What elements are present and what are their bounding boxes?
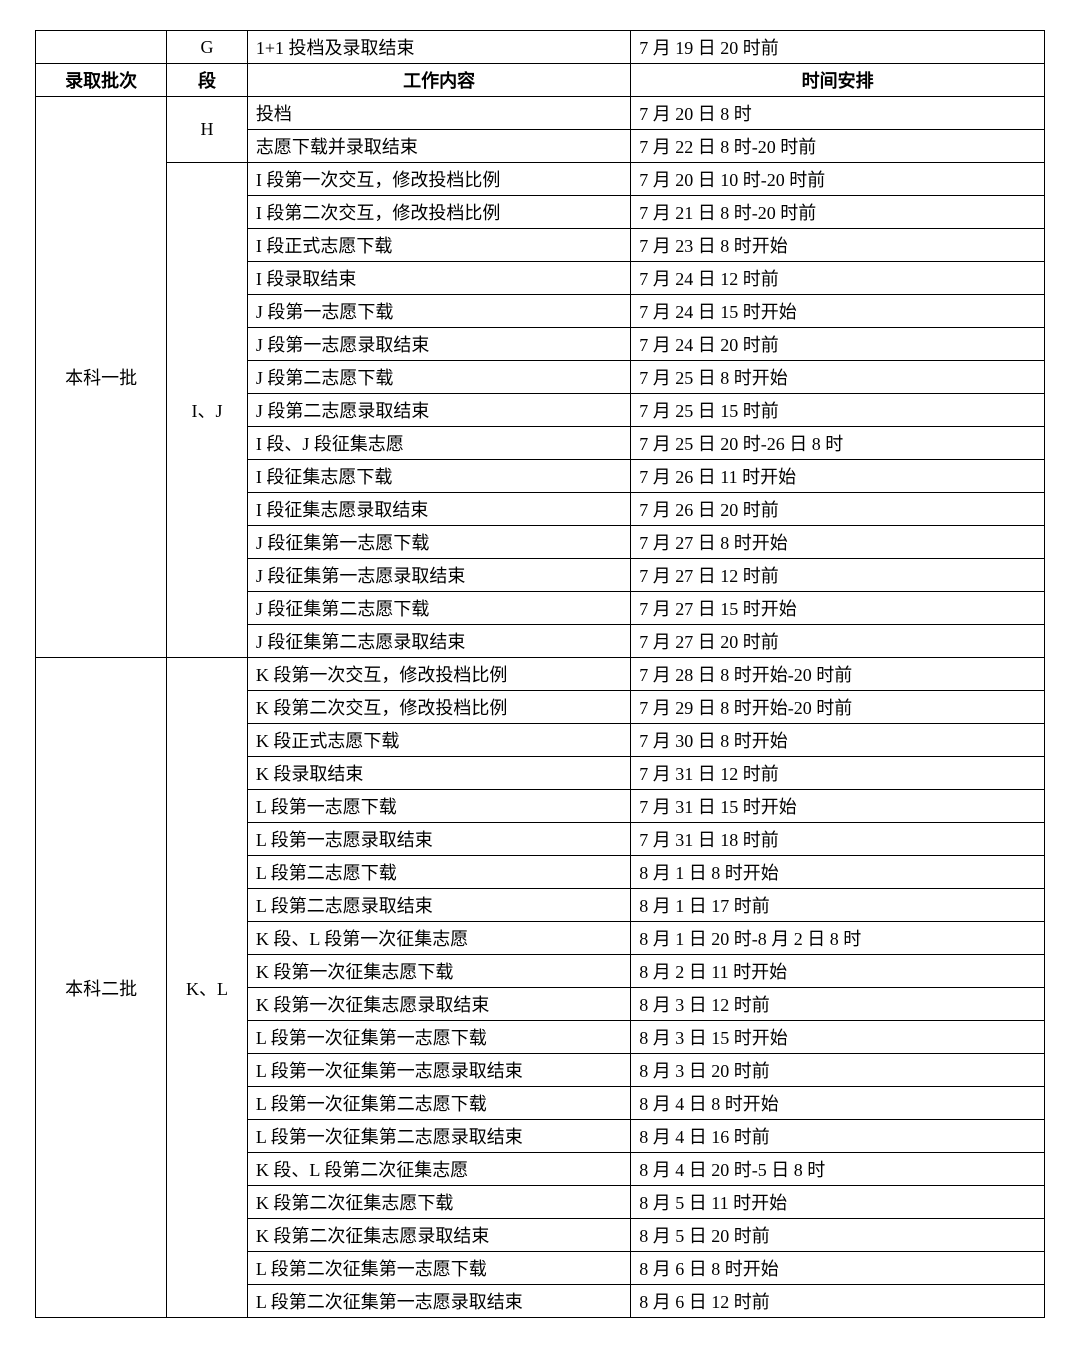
table-row: I、JI 段第一次交互，修改投档比例7 月 20 日 10 时-20 时前 [36, 163, 1045, 196]
work-cell: L 段第二次征集第一志愿录取结束 [247, 1285, 630, 1318]
table-row: G1+1 投档及录取结束7 月 19 日 20 时前 [36, 31, 1045, 64]
schedule-cell: 8 月 5 日 11 时开始 [631, 1186, 1045, 1219]
table-row: 本科二批K、LK 段第一次交互，修改投档比例7 月 28 日 8 时开始-20 … [36, 658, 1045, 691]
work-cell: J 段征集第二志愿下载 [247, 592, 630, 625]
schedule-cell: 7 月 31 日 18 时前 [631, 823, 1045, 856]
schedule-cell: 7 月 19 日 20 时前 [631, 31, 1045, 64]
work-cell: K 段、L 段第二次征集志愿 [247, 1153, 630, 1186]
work-cell: J 段征集第一志愿下载 [247, 526, 630, 559]
work-cell: J 段第一志愿录取结束 [247, 328, 630, 361]
header-schedule: 时间安排 [631, 64, 1045, 97]
schedule-cell: 7 月 24 日 20 时前 [631, 328, 1045, 361]
work-cell: K 段第二次交互，修改投档比例 [247, 691, 630, 724]
schedule-cell: 7 月 30 日 8 时开始 [631, 724, 1045, 757]
work-cell: I 段录取结束 [247, 262, 630, 295]
work-cell: J 段第二志愿下载 [247, 361, 630, 394]
schedule-cell: 8 月 4 日 8 时开始 [631, 1087, 1045, 1120]
schedule-cell: 7 月 27 日 20 时前 [631, 625, 1045, 658]
schedule-cell: 8 月 1 日 20 时-8 月 2 日 8 时 [631, 922, 1045, 955]
schedule-cell: 7 月 27 日 8 时开始 [631, 526, 1045, 559]
schedule-cell: 8 月 6 日 12 时前 [631, 1285, 1045, 1318]
schedule-cell: 7 月 20 日 8 时 [631, 97, 1045, 130]
schedule-cell: 8 月 2 日 11 时开始 [631, 955, 1045, 988]
work-cell: I 段第二次交互，修改投档比例 [247, 196, 630, 229]
schedule-cell: 8 月 1 日 17 时前 [631, 889, 1045, 922]
schedule-cell: 7 月 29 日 8 时开始-20 时前 [631, 691, 1045, 724]
table-row: 本科一批H投档7 月 20 日 8 时 [36, 97, 1045, 130]
work-cell: I 段、J 段征集志愿 [247, 427, 630, 460]
work-cell: K 段第一次征集志愿下载 [247, 955, 630, 988]
schedule-cell: 7 月 25 日 15 时前 [631, 394, 1045, 427]
header-work: 工作内容 [247, 64, 630, 97]
segment-cell: K、L [167, 658, 248, 1318]
work-cell: L 段第一志愿下载 [247, 790, 630, 823]
work-cell: L 段第一次征集第一志愿下载 [247, 1021, 630, 1054]
schedule-table: G1+1 投档及录取结束7 月 19 日 20 时前录取批次段工作内容时间安排本… [35, 30, 1045, 1318]
schedule-cell: 8 月 6 日 8 时开始 [631, 1252, 1045, 1285]
schedule-cell: 7 月 27 日 15 时开始 [631, 592, 1045, 625]
schedule-cell: 7 月 24 日 12 时前 [631, 262, 1045, 295]
work-cell: J 段征集第二志愿录取结束 [247, 625, 630, 658]
work-cell: I 段正式志愿下载 [247, 229, 630, 262]
header-batch: 录取批次 [36, 64, 167, 97]
work-cell: J 段第二志愿录取结束 [247, 394, 630, 427]
segment-cell: G [167, 31, 248, 64]
schedule-cell: 8 月 3 日 12 时前 [631, 988, 1045, 1021]
schedule-cell: 8 月 5 日 20 时前 [631, 1219, 1045, 1252]
schedule-cell: 8 月 4 日 16 时前 [631, 1120, 1045, 1153]
schedule-cell: 8 月 4 日 20 时-5 日 8 时 [631, 1153, 1045, 1186]
work-cell: K 段第二次征集志愿下载 [247, 1186, 630, 1219]
schedule-cell: 7 月 28 日 8 时开始-20 时前 [631, 658, 1045, 691]
work-cell: 志愿下载并录取结束 [247, 130, 630, 163]
schedule-cell: 7 月 25 日 8 时开始 [631, 361, 1045, 394]
schedule-cell: 7 月 24 日 15 时开始 [631, 295, 1045, 328]
schedule-cell: 7 月 20 日 10 时-20 时前 [631, 163, 1045, 196]
work-cell: K 段第二次征集志愿录取结束 [247, 1219, 630, 1252]
batch-cell [36, 31, 167, 64]
work-cell: J 段第一志愿下载 [247, 295, 630, 328]
work-cell: L 段第二志愿下载 [247, 856, 630, 889]
work-cell: K 段第一次征集志愿录取结束 [247, 988, 630, 1021]
batch-cell: 本科一批 [36, 97, 167, 658]
header-segment: 段 [167, 64, 248, 97]
work-cell: L 段第一次征集第二志愿下载 [247, 1087, 630, 1120]
work-cell: L 段第一次征集第一志愿录取结束 [247, 1054, 630, 1087]
batch-cell: 本科二批 [36, 658, 167, 1318]
work-cell: K 段录取结束 [247, 757, 630, 790]
segment-cell: H [167, 97, 248, 163]
work-cell: L 段第二次征集第一志愿下载 [247, 1252, 630, 1285]
work-cell: I 段征集志愿录取结束 [247, 493, 630, 526]
work-cell: L 段第一次征集第二志愿录取结束 [247, 1120, 630, 1153]
work-cell: L 段第二志愿录取结束 [247, 889, 630, 922]
work-cell: J 段征集第一志愿录取结束 [247, 559, 630, 592]
work-cell: I 段征集志愿下载 [247, 460, 630, 493]
schedule-cell: 7 月 27 日 12 时前 [631, 559, 1045, 592]
segment-cell: I、J [167, 163, 248, 658]
schedule-cell: 7 月 31 日 12 时前 [631, 757, 1045, 790]
schedule-cell: 7 月 26 日 20 时前 [631, 493, 1045, 526]
work-cell: 1+1 投档及录取结束 [247, 31, 630, 64]
work-cell: K 段、L 段第一次征集志愿 [247, 922, 630, 955]
schedule-cell: 7 月 21 日 8 时-20 时前 [631, 196, 1045, 229]
schedule-cell: 7 月 26 日 11 时开始 [631, 460, 1045, 493]
schedule-cell: 7 月 23 日 8 时开始 [631, 229, 1045, 262]
schedule-cell: 8 月 1 日 8 时开始 [631, 856, 1045, 889]
work-cell: L 段第一志愿录取结束 [247, 823, 630, 856]
schedule-cell: 8 月 3 日 20 时前 [631, 1054, 1045, 1087]
schedule-cell: 7 月 31 日 15 时开始 [631, 790, 1045, 823]
work-cell: I 段第一次交互，修改投档比例 [247, 163, 630, 196]
schedule-cell: 7 月 22 日 8 时-20 时前 [631, 130, 1045, 163]
table-header-row: 录取批次段工作内容时间安排 [36, 64, 1045, 97]
work-cell: 投档 [247, 97, 630, 130]
schedule-cell: 7 月 25 日 20 时-26 日 8 时 [631, 427, 1045, 460]
work-cell: K 段正式志愿下载 [247, 724, 630, 757]
work-cell: K 段第一次交互，修改投档比例 [247, 658, 630, 691]
schedule-cell: 8 月 3 日 15 时开始 [631, 1021, 1045, 1054]
